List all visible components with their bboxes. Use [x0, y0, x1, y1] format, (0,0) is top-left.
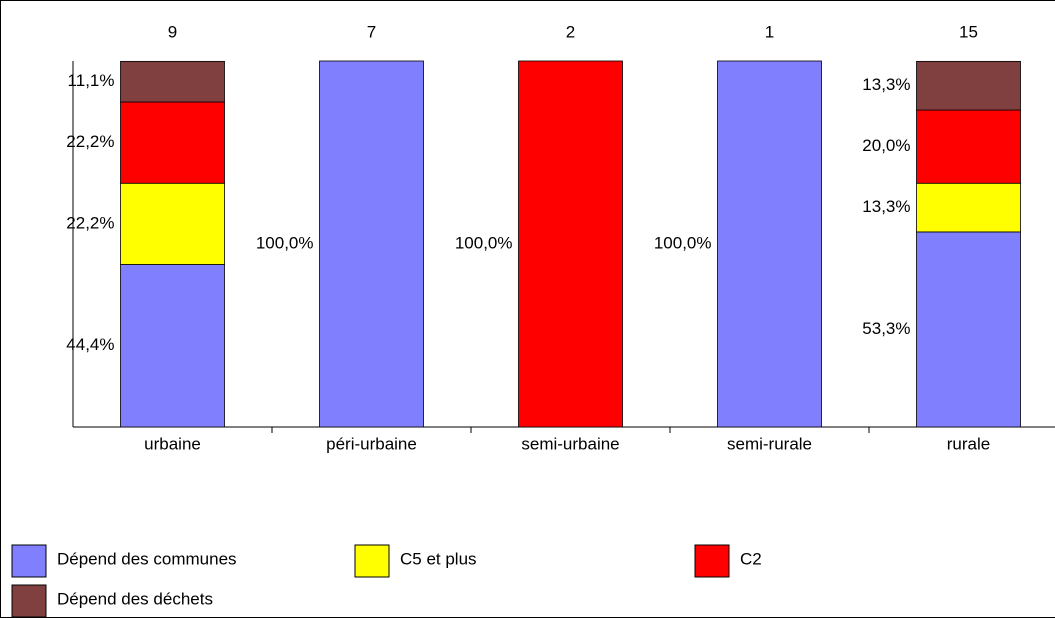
value-label: 100,0% — [256, 233, 314, 252]
legend-swatch — [694, 544, 730, 578]
x-tick-label: péri-urbaine — [326, 434, 417, 453]
value-label: 44,4% — [66, 335, 114, 354]
total-label: 2 — [566, 22, 575, 41]
value-label: 20,0% — [862, 136, 910, 155]
bar-segment — [319, 60, 424, 428]
legend-label: Dépend des déchets — [57, 589, 213, 608]
bar-segment — [120, 101, 225, 184]
bar-segment — [120, 60, 225, 103]
bar-segment — [916, 60, 1021, 111]
value-label: 100,0% — [654, 233, 712, 252]
bar-segment — [518, 60, 623, 428]
value-label: 11,1% — [68, 71, 115, 90]
bar-segment — [916, 182, 1021, 233]
value-label: 13,3% — [862, 75, 910, 94]
bar-segment — [120, 182, 225, 265]
bar-segment — [120, 264, 225, 428]
value-label: 22,2% — [66, 132, 114, 151]
total-label: 1 — [765, 22, 774, 41]
value-label: 100,0% — [455, 233, 513, 252]
bar-segment — [717, 60, 822, 428]
legend-label: C2 — [740, 549, 762, 568]
legend-swatch — [11, 584, 47, 618]
x-tick-label: urbaine — [144, 434, 201, 453]
bar-segment — [916, 231, 1021, 428]
total-label: 7 — [367, 22, 376, 41]
bar-segment — [916, 109, 1021, 184]
x-tick-label: semi-urbaine — [521, 434, 619, 453]
total-label: 9 — [168, 22, 177, 41]
legend-swatch — [11, 544, 47, 578]
value-label: 53,3% — [862, 319, 910, 338]
x-tick-label: rurale — [947, 434, 990, 453]
value-label: 13,3% — [862, 197, 910, 216]
total-label: 15 — [959, 22, 978, 41]
value-label: 22,2% — [66, 213, 114, 232]
legend-label: Dépend des communes — [57, 549, 237, 568]
x-tick-label: semi-rurale — [727, 434, 812, 453]
legend-swatch — [354, 544, 390, 578]
legend-label: C5 et plus — [400, 549, 477, 568]
